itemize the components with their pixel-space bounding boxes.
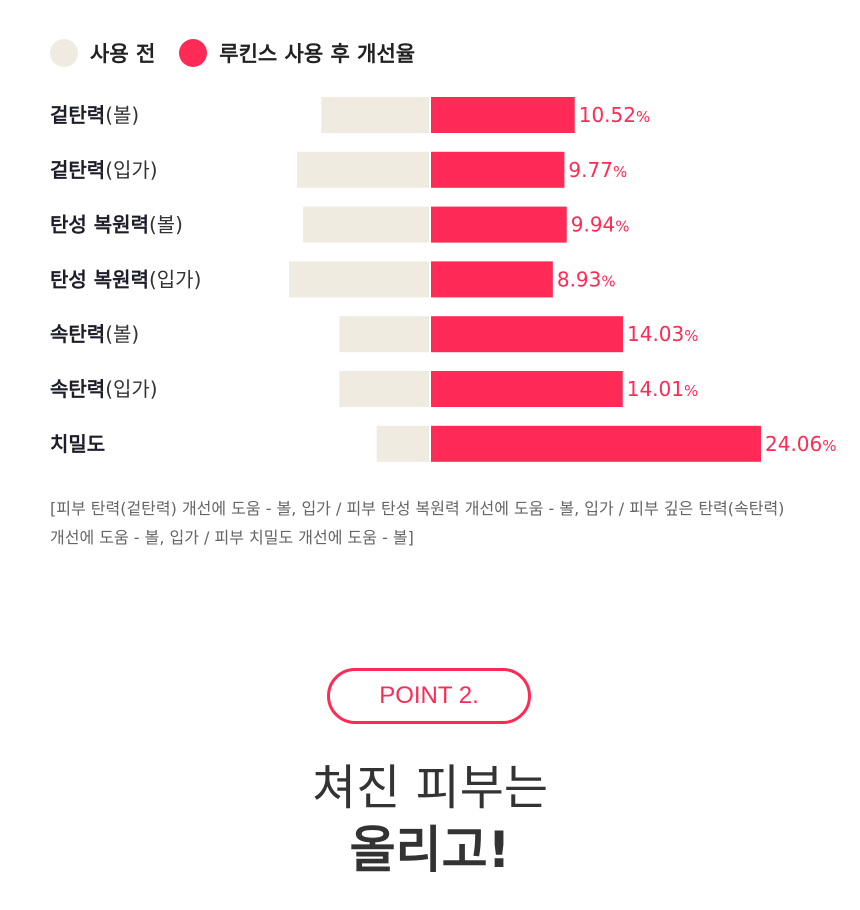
improvement-bar-chart: 겉탄력(볼) 10.52% 겉탄력(입가) 9.77% 탄성 복원력(볼) 9.94% 탄성… (50, 97, 837, 462)
legend-item-before: 사용 전 (50, 38, 155, 68)
bar-after (430, 425, 761, 462)
bar-before (339, 371, 430, 407)
bar-before (303, 206, 430, 243)
chart-footnote: [피부 탄력(겉탄력) 개선에 도움 - 볼, 입가 / 피부 탄성 복원력 개… (50, 499, 785, 547)
bar-after (430, 206, 567, 243)
bar-before (289, 261, 430, 298)
chart-legend: 사용 전 루킨스 사용 후 개선율 (50, 36, 439, 70)
bar-after (430, 151, 565, 188)
bar-before (297, 151, 430, 188)
legend-dot-before (50, 39, 78, 67)
value-label: 8.93% (557, 267, 616, 291)
category-label: 속탄력(입가) (50, 377, 158, 401)
category-label: 겉탄력(입가) (50, 158, 158, 182)
value-label: 9.77% (568, 158, 627, 182)
legend-item-after: 루킨스 사용 후 개선율 (179, 38, 415, 68)
point-badge: POINT 2. (327, 668, 531, 724)
bar-before (339, 316, 430, 353)
bar-after (430, 97, 575, 133)
legend-label-after: 루킨스 사용 후 개선율 (219, 42, 416, 66)
bar-after (430, 261, 553, 298)
category-label: 탄성 복원력(볼) (50, 213, 183, 237)
category-label: 겉탄력(볼) (50, 103, 139, 127)
value-label: 10.52% (579, 103, 651, 127)
value-label: 24.06% (765, 432, 837, 456)
headline-line-2: 올리고! (349, 821, 511, 879)
headline-line-1: 쳐진 피부는 (311, 760, 549, 816)
legend-dot-after (179, 39, 208, 67)
value-label: 14.01% (627, 377, 699, 401)
legend-label-before: 사용 전 (90, 42, 156, 66)
category-label: 치밀도 (50, 432, 105, 456)
category-label: 탄성 복원력(입가) (50, 267, 201, 291)
bar-after (430, 371, 623, 407)
category-label: 속탄력(볼) (50, 322, 139, 346)
value-label: 9.94% (571, 213, 630, 237)
bar-before (321, 97, 430, 133)
bar-after (430, 316, 624, 353)
bar-before (376, 425, 430, 462)
value-label: 14.03% (627, 322, 699, 346)
